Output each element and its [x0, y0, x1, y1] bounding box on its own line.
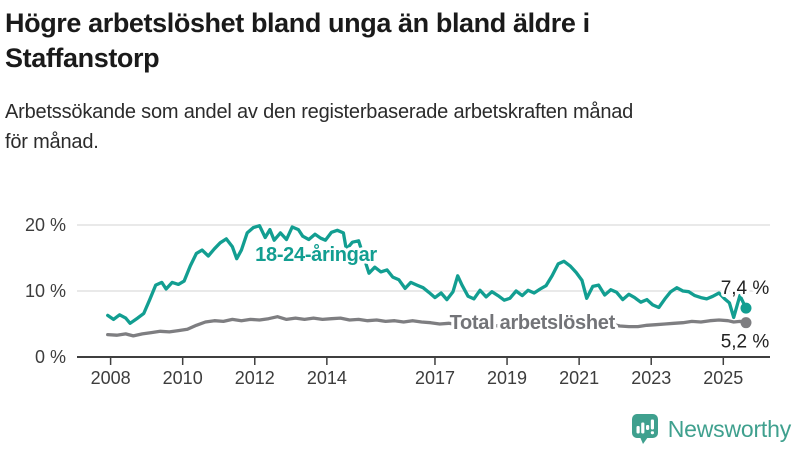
chart-title: Högre arbetslöshet bland unga än bland ä… — [5, 6, 765, 76]
x-tick-label: 2025 — [703, 368, 743, 388]
series-inline-label-youth: 18-24-åringar — [255, 243, 377, 266]
y-tick-label: 0 % — [35, 347, 66, 367]
x-tick-label: 2023 — [631, 368, 671, 388]
series-end-dot-youth — [740, 302, 752, 314]
chart-header: Högre arbetslöshet bland unga än bland ä… — [5, 6, 765, 157]
brand-name: Newsworthy — [667, 415, 791, 442]
newsworthy-logo: Newsworthy — [630, 413, 791, 445]
x-tick-label: 2017 — [415, 368, 455, 388]
end-value-label-youth: 7,4 % — [721, 278, 770, 299]
bar-chart-speech-bubble-icon — [631, 414, 658, 444]
x-tick-label: 2021 — [559, 368, 599, 388]
y-tick-label: 20 % — [25, 215, 66, 235]
logo-bubble — [631, 414, 658, 438]
logo-exclamation-bar — [650, 419, 654, 430]
y-tick-label: 10 % — [25, 281, 66, 301]
end-value-label-total: 5,2 % — [721, 332, 770, 353]
x-tick-label: 2019 — [487, 368, 527, 388]
series-inline-label-total: Total arbetslöshet — [450, 312, 616, 334]
series-line-youth — [106, 224, 748, 325]
chart-subtitle-line-1: Arbetssökande som andel av den registerb… — [5, 101, 634, 123]
x-tick-label: 2012 — [235, 368, 275, 388]
chart-title-line-2: Staffanstorp — [5, 43, 160, 73]
chart-title-line-1: Högre arbetslöshet bland unga än bland ä… — [5, 8, 590, 38]
logo-bubble-tail — [639, 437, 648, 444]
series-end-dot-total — [740, 317, 752, 329]
logo-bar-medium — [645, 425, 649, 430]
series-line-total — [106, 315, 748, 338]
x-tick-label: 2010 — [163, 368, 203, 388]
x-tick-label: 2008 — [91, 368, 131, 388]
chart-subtitle-line-2: för månad. — [5, 131, 99, 153]
logo-exclamation-dot — [650, 431, 654, 435]
logo-bar-small — [636, 426, 640, 434]
logo-bar-tall — [640, 422, 645, 434]
chart-subtitle: Arbetssökande som andel av den registerb… — [5, 97, 765, 157]
x-tick-label: 2014 — [307, 368, 347, 388]
